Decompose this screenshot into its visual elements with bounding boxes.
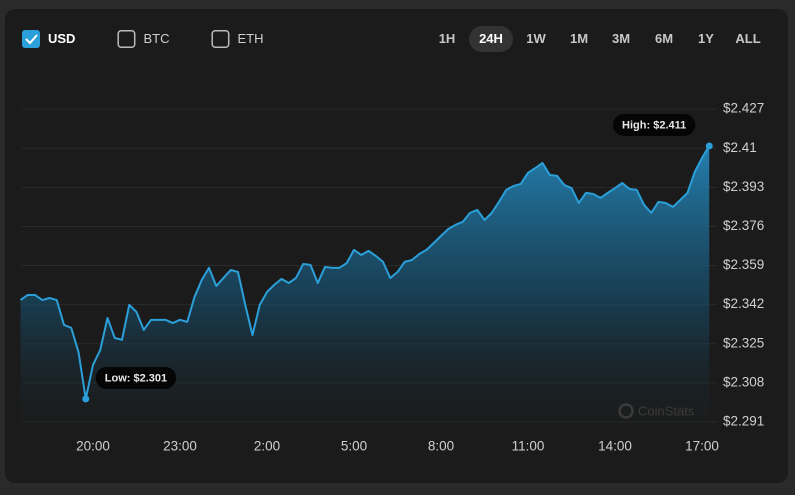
extreme-dot: [705, 142, 713, 150]
x-tick-label: 5:00: [341, 439, 367, 454]
area-fill: [20, 145, 710, 430]
x-tick-label: 2:00: [254, 439, 280, 454]
x-tick-label: 8:00: [428, 439, 454, 454]
y-tick-label: $2.359: [723, 257, 764, 272]
y-tick-label: $2.308: [723, 374, 764, 389]
annotation-bg: [95, 366, 177, 389]
currency-label: USD: [48, 31, 75, 46]
currency-toggle[interactable]: BTC: [117, 30, 169, 48]
range-label: 24H: [479, 31, 503, 46]
currency-label: BTC: [143, 31, 169, 46]
plot: Low: $2.301 High: $2.411: [19, 113, 713, 430]
x-tick-label: 11:00: [512, 439, 545, 454]
x-tick-label: 17:00: [685, 439, 719, 454]
y-tick-label: $2.41: [723, 140, 757, 155]
watermark-text: CoinStats: [638, 403, 695, 418]
range-label: 3M: [612, 31, 630, 46]
annotation-text: High: $2.411: [622, 119, 686, 131]
x-tick-label: 20:00: [76, 439, 110, 454]
annotation: Low: $2.301: [95, 366, 177, 389]
y-tick-label: $2.427: [723, 101, 764, 116]
range-button[interactable]: 1W: [526, 31, 546, 46]
currency-label: ETH: [237, 31, 263, 46]
range-label: 1M: [570, 31, 588, 46]
currency-toggle[interactable]: USD: [22, 30, 75, 48]
y-tick-label: $2.376: [723, 218, 764, 233]
range-button[interactable]: 6M: [655, 31, 673, 46]
range-button[interactable]: 1M: [570, 31, 588, 46]
watermark-icon: [618, 403, 634, 419]
x-tick-label: 14:00: [598, 439, 632, 454]
checkbox: [117, 30, 136, 48]
annotation-text: Low: $2.301: [105, 372, 167, 384]
y-tick-label: $2.342: [723, 296, 764, 311]
checkmark: [25, 34, 38, 45]
range-label: 1W: [526, 31, 546, 46]
annotation-bg: [613, 113, 696, 136]
range-label: 1H: [439, 31, 456, 46]
checkbox: [211, 30, 230, 48]
price-line: [19, 145, 711, 400]
annotation: High: $2.411: [613, 113, 696, 136]
range-label: 1Y: [698, 31, 714, 46]
range-active-bg: [469, 26, 513, 52]
grid: $2.427 $2.41 $2.393 $2.376 $2.359 $2.342 $2.32…: [22, 101, 764, 454]
currency-toggle[interactable]: ETH: [211, 30, 263, 48]
range-button[interactable]: 3M: [612, 31, 630, 46]
range-button[interactable]: ALL: [735, 31, 760, 46]
watermark: CoinStats: [618, 403, 695, 419]
extreme-dot: [82, 395, 90, 403]
y-tick-label: $2.291: [723, 414, 764, 429]
range-label: 6M: [655, 31, 673, 46]
range-button[interactable]: 1H: [439, 31, 456, 46]
y-tick-label: $2.325: [723, 335, 764, 350]
range-label: ALL: [735, 31, 760, 46]
range-button[interactable]: 1Y: [698, 31, 714, 46]
checkbox-checked: [22, 30, 40, 48]
y-tick-label: $2.393: [723, 179, 764, 194]
controls: USD BTC ETH 1H 24H 1W 1M 3M 6M 1Y ALL: [22, 26, 761, 52]
range-button[interactable]: 24H: [469, 26, 513, 52]
x-tick-label: 23:00: [163, 439, 197, 454]
